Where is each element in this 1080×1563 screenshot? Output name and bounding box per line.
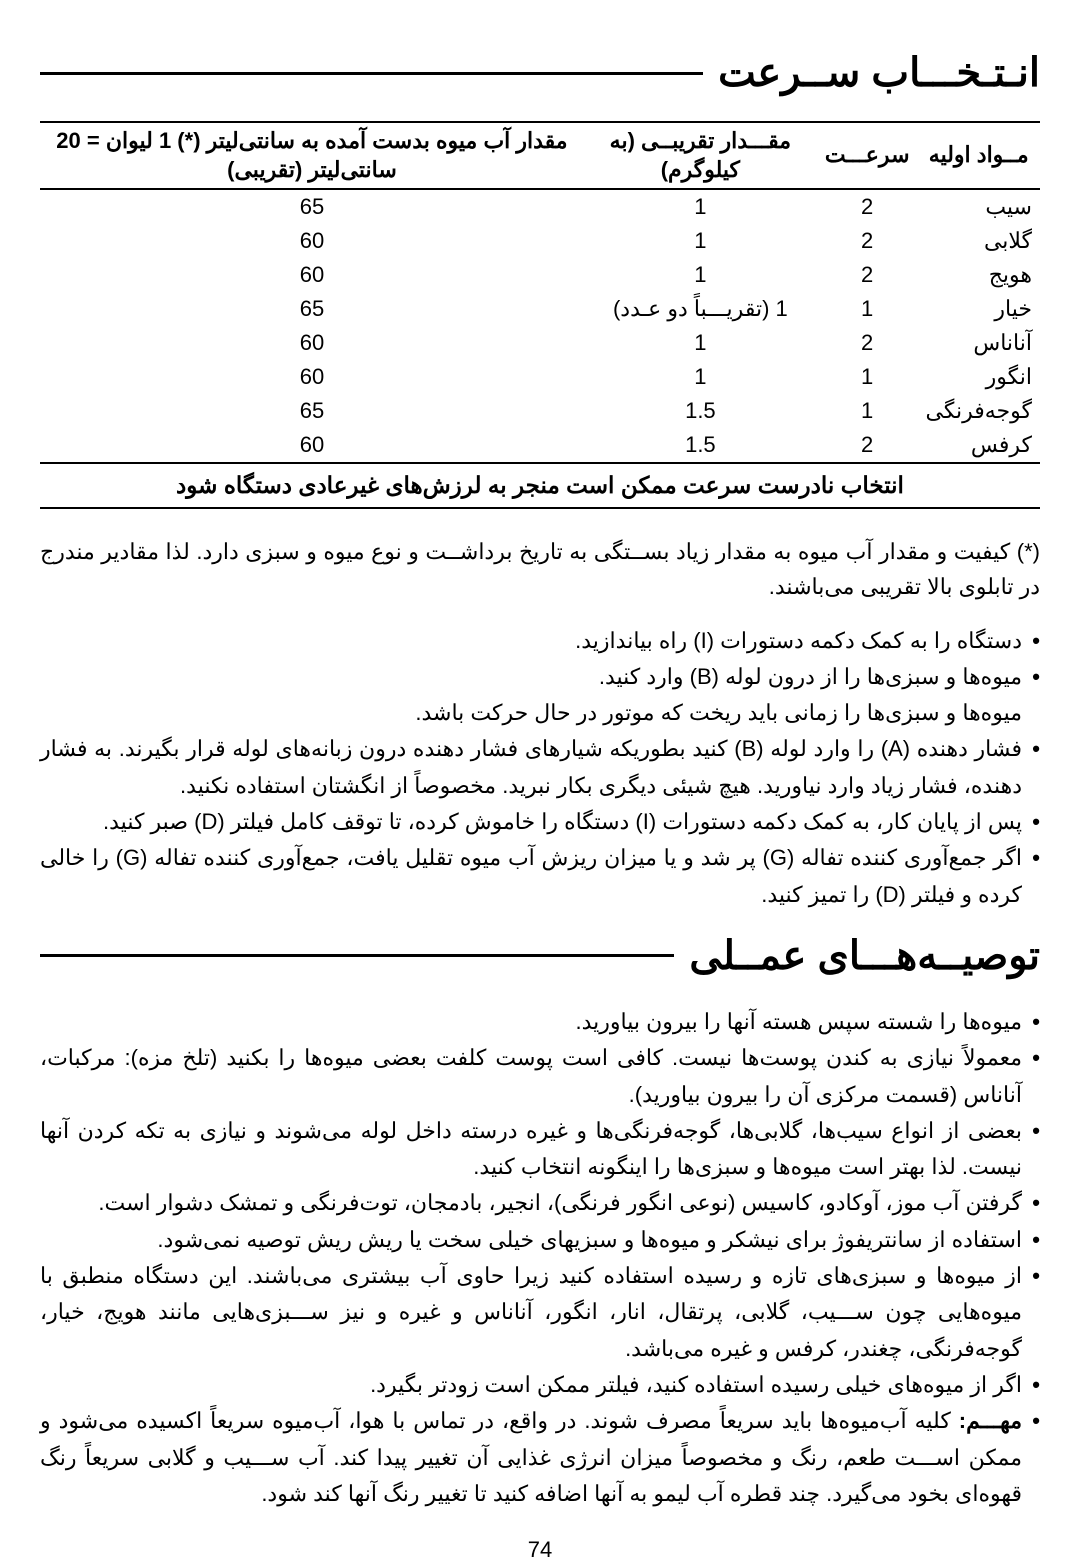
section1-title-row: انـتـخـــاب ســرعت xyxy=(40,50,1040,96)
th-qty: مقـــدار تقریبــی (به کیلوگرم) xyxy=(584,122,817,189)
list-continuation: میوه‌ها و سبزی‌ها را زمانی باید ریخت که … xyxy=(40,695,1040,731)
table-row: خیار11 (تقریـــباً دو عـدد)65 xyxy=(40,292,1040,326)
cell-speed: 2 xyxy=(817,326,918,360)
th-speed: سرعـــت xyxy=(817,122,918,189)
cell-speed: 2 xyxy=(817,224,918,258)
cell-juice: 65 xyxy=(40,189,584,224)
list-item: میوه‌ها و سبزی‌ها را از درون لوله (B) وا… xyxy=(40,659,1040,695)
section2-title-row: توصیــه‌هـــای عمــلی xyxy=(40,933,1040,979)
list-item: مهـــم: کلیه آب‌میوه‌ها باید سریعاً مصرف… xyxy=(40,1403,1040,1512)
cell-qty: 1 (تقریـــباً دو عـدد) xyxy=(584,292,817,326)
list-item: معمولاً نیازی به کندن پوست‌ها نیست. کافی… xyxy=(40,1040,1040,1113)
list-item: گرفتن آب موز، آوکادو، کاسیس (نوعی انگور … xyxy=(40,1185,1040,1221)
cell-speed: 1 xyxy=(817,292,918,326)
cell-qty: 1 xyxy=(584,224,817,258)
list-item: فشار دهنده (A) را وارد لوله (B) کنید بطو… xyxy=(40,731,1040,804)
cell-juice: 65 xyxy=(40,394,584,428)
table-row: کرفس21.560 xyxy=(40,428,1040,463)
cell-juice: 60 xyxy=(40,428,584,463)
list-item: از میوه‌ها و سبزی‌های تازه و رسیده استفا… xyxy=(40,1258,1040,1367)
cell-speed: 1 xyxy=(817,394,918,428)
table-row: انگور1160 xyxy=(40,360,1040,394)
cell-qty: 1.5 xyxy=(584,394,817,428)
cell-juice: 60 xyxy=(40,224,584,258)
th-ingredient: مــواد اولیه xyxy=(918,122,1041,189)
practical-block: میوه‌ها را شسته سپس هسته آنها را بیرون ب… xyxy=(40,1004,1040,1512)
list-item: اگر از میوه‌های خیلی رسیده استفاده کنید،… xyxy=(40,1367,1040,1403)
section1-title: انـتـخـــاب ســرعت xyxy=(718,50,1040,96)
cell-speed: 2 xyxy=(817,258,918,292)
cell-ingredient: هویج xyxy=(918,258,1041,292)
cell-ingredient: سیب xyxy=(918,189,1041,224)
page-number: 74 xyxy=(40,1537,1040,1563)
instructions-block: دستگاه را به کمک دکمه دستورات (I) راه بی… xyxy=(40,623,1040,913)
cell-qty: 1 xyxy=(584,326,817,360)
cell-juice: 65 xyxy=(40,292,584,326)
table-footer: انتخاب نادرست سرعت ممکن است منجر به لرزش… xyxy=(40,463,1040,508)
table-row: گلابی2160 xyxy=(40,224,1040,258)
cell-juice: 60 xyxy=(40,326,584,360)
cell-qty: 1 xyxy=(584,360,817,394)
list-item: دستگاه را به کمک دکمه دستورات (I) راه بی… xyxy=(40,623,1040,659)
cell-speed: 2 xyxy=(817,189,918,224)
cell-qty: 1.5 xyxy=(584,428,817,463)
list-item: استفاده از سانتریفوژ برای نیشکر و میوه‌ه… xyxy=(40,1222,1040,1258)
section1-rule xyxy=(40,72,703,75)
list-item: میوه‌ها را شسته سپس هسته آنها را بیرون ب… xyxy=(40,1004,1040,1040)
cell-speed: 1 xyxy=(817,360,918,394)
cell-ingredient: آناناس xyxy=(918,326,1041,360)
list-item: پس از پایان کار، به کمک دکمه دستورات (I)… xyxy=(40,804,1040,840)
table-note: (*) کیفیت و مقدار آب میوه به مقدار زیاد … xyxy=(40,534,1040,604)
cell-juice: 60 xyxy=(40,258,584,292)
table-row: گوجه‌فرنگی11.565 xyxy=(40,394,1040,428)
th-juice: مقدار آب میوه بدست آمده به سانتی‌لیتر (*… xyxy=(40,122,584,189)
ingredients-table: مــواد اولیه سرعـــت مقـــدار تقریبــی (… xyxy=(40,121,1040,509)
table-row: هویج2160 xyxy=(40,258,1040,292)
cell-qty: 1 xyxy=(584,189,817,224)
section2-title: توصیــه‌هـــای عمــلی xyxy=(689,933,1040,979)
table-row: آناناس2160 xyxy=(40,326,1040,360)
cell-speed: 2 xyxy=(817,428,918,463)
table-row: سیب2165 xyxy=(40,189,1040,224)
cell-ingredient: خیار xyxy=(918,292,1041,326)
cell-qty: 1 xyxy=(584,258,817,292)
list-item: بعضی از انواع سیب‌ها، گلابی‌ها، گوجه‌فرن… xyxy=(40,1113,1040,1186)
cell-ingredient: گلابی xyxy=(918,224,1041,258)
cell-ingredient: گوجه‌فرنگی xyxy=(918,394,1041,428)
cell-ingredient: انگور xyxy=(918,360,1041,394)
section2-rule xyxy=(40,954,674,957)
cell-juice: 60 xyxy=(40,360,584,394)
cell-ingredient: کرفس xyxy=(918,428,1041,463)
list-item: اگر جمع‌آوری کننده تفاله (G) پر شد و یا … xyxy=(40,840,1040,913)
